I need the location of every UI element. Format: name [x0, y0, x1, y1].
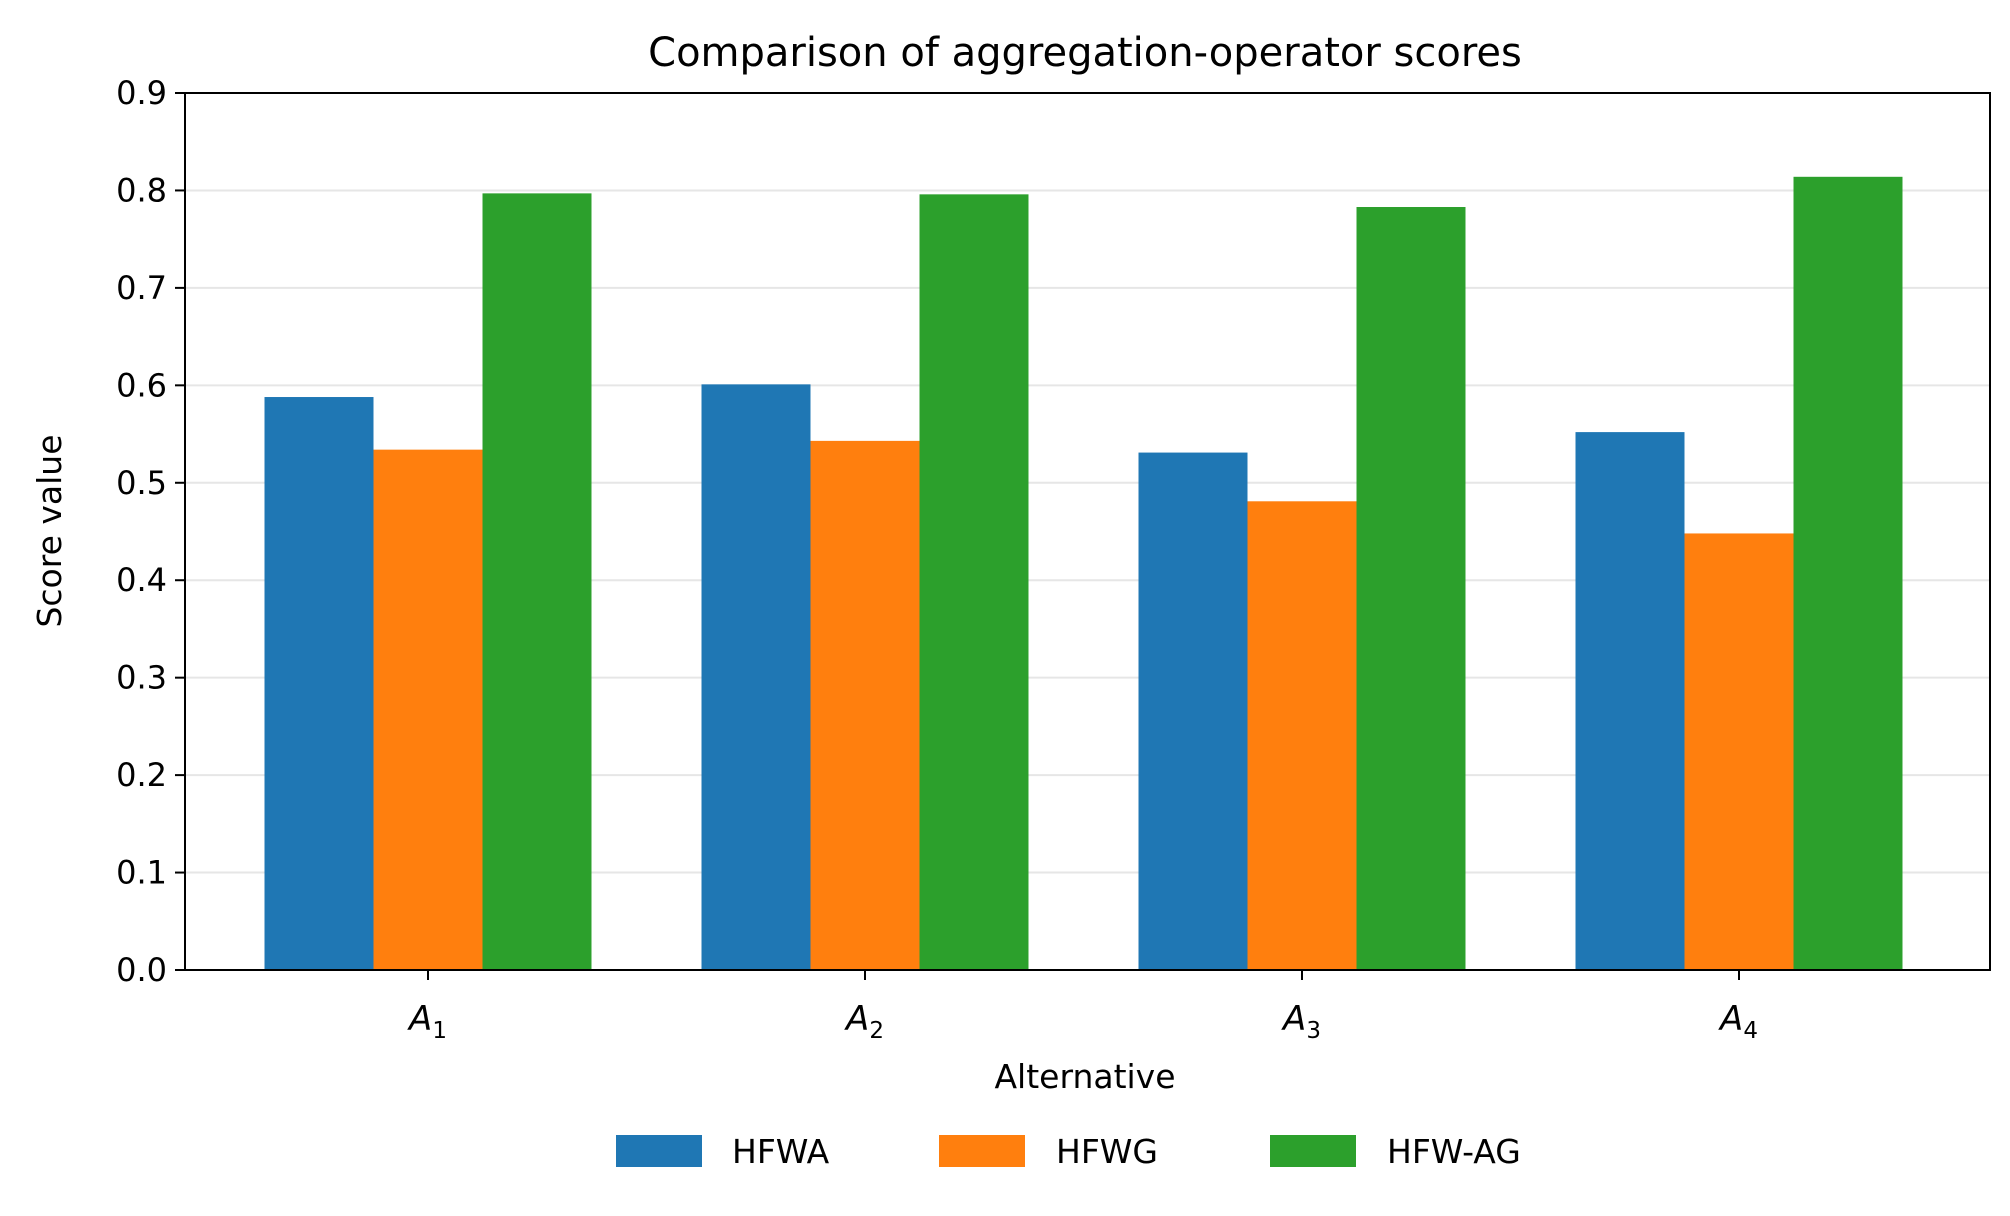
y-tick-label: 0.5: [116, 464, 167, 502]
y-tick-label: 0.9: [116, 74, 167, 112]
legend-item-hfw-ag: HFW-AG: [1270, 1132, 1521, 1171]
legend-item-hfwg: HFWG: [939, 1132, 1158, 1171]
bar-hfwa-a3: [1138, 452, 1248, 970]
bar-hfw-ag-a4: [1793, 176, 1903, 970]
bar-hfwg-a3: [1247, 501, 1357, 970]
x-tick-label: A4: [1718, 999, 1758, 1044]
y-tick-label: 0.6: [116, 366, 167, 404]
x-tick-label: A2: [844, 999, 884, 1044]
bars: [264, 176, 1903, 970]
x-tick-label: A3: [1281, 999, 1321, 1044]
bar-hfwg-a4: [1684, 533, 1794, 970]
x-tick-label-subscript: 1: [432, 1018, 447, 1044]
x-tick-label-base: A: [1718, 999, 1743, 1039]
legend-label: HFW-AG: [1387, 1132, 1521, 1171]
bar-hfwa-a4: [1575, 432, 1685, 970]
x-tick-label: A1: [407, 999, 447, 1044]
bar-hfwg-a1: [373, 449, 483, 970]
y-tick-label: 0.3: [116, 659, 167, 697]
x-tick-label-subscript: 4: [1743, 1018, 1758, 1044]
x-tick-label-base: A: [844, 999, 869, 1039]
bar-hfw-ag-a1: [482, 193, 592, 970]
y-tick-label: 0.7: [116, 269, 167, 307]
y-axis: 0.0 0.1 0.2 0.3 0.4 0.5 0.6 0.7 0.8 0.9: [116, 74, 185, 989]
legend-swatch: [1270, 1135, 1356, 1167]
x-tick-label-base: A: [407, 999, 432, 1039]
bar-hfw-ag-a2: [919, 194, 1029, 970]
y-tick-label: 0.2: [116, 756, 167, 794]
x-tick-label-subscript: 2: [869, 1018, 884, 1044]
x-axis-label: Alternative: [994, 1057, 1175, 1096]
x-tick-label-base: A: [1281, 999, 1306, 1039]
chart-title: Comparison of aggregation-operator score…: [648, 30, 1522, 76]
bar-hfwa-a1: [264, 397, 374, 970]
y-tick-label: 0.4: [116, 561, 167, 599]
legend-swatch: [939, 1135, 1025, 1167]
y-tick-label: 0.1: [116, 854, 167, 892]
bar-hfw-ag-a3: [1356, 207, 1466, 970]
legend: HFWA HFWG HFW-AG: [616, 1132, 1521, 1171]
bar-hfwa-a2: [701, 384, 811, 970]
y-tick-label: 0.0: [116, 951, 167, 989]
legend-label: HFWG: [1056, 1132, 1158, 1171]
plot-frame: [184, 92, 1991, 971]
x-tick-label-subscript: 3: [1306, 1018, 1321, 1044]
y-tick-label: 0.8: [116, 171, 167, 209]
bar-hfwg-a2: [810, 440, 920, 970]
legend-label: HFWA: [732, 1132, 830, 1171]
legend-swatch: [616, 1135, 702, 1167]
legend-item-hfwa: HFWA: [616, 1132, 830, 1171]
x-axis: A1 A2 A3 A4: [407, 970, 1758, 1044]
y-axis-label: Score value: [30, 434, 69, 627]
